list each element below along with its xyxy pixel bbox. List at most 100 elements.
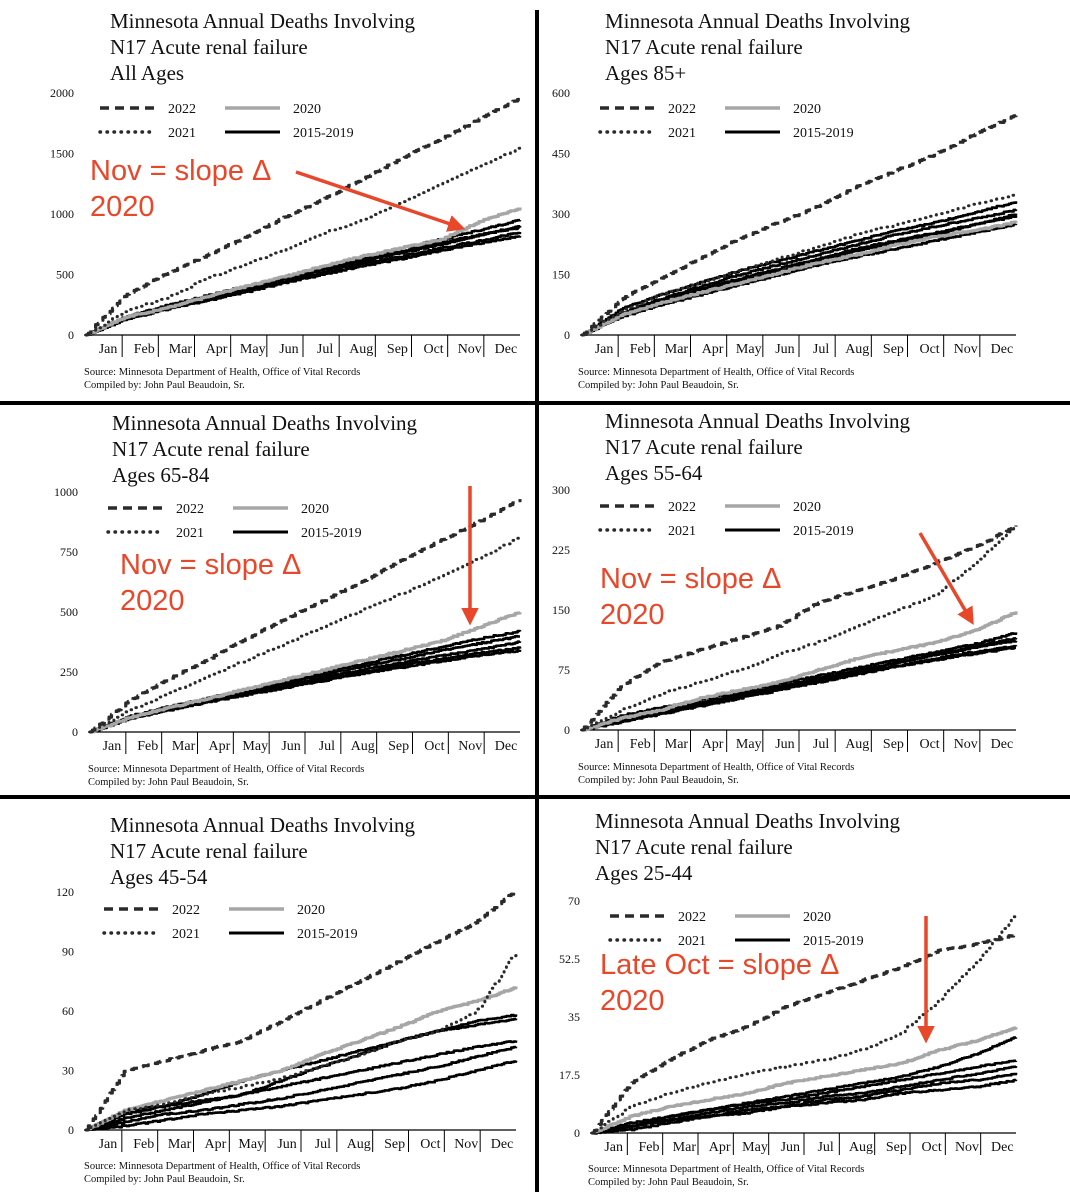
x-month-label: Dec (495, 342, 518, 357)
series-line-2018 (581, 222, 1018, 337)
x-month-label: Jun (781, 1140, 800, 1155)
series-line-2021 (580, 192, 1018, 337)
x-month-label: Mar (169, 342, 193, 357)
series-line-2020 (591, 1026, 1018, 1135)
y-tick-label: 150 (552, 603, 570, 617)
x-month-label: May (742, 1140, 768, 1155)
chart-title-line: N17 Acute renal failure (110, 35, 308, 59)
chart-title-line: Ages 65-84 (112, 463, 210, 487)
x-month-label: Aug (351, 739, 375, 754)
x-month-label: Sep (388, 739, 409, 754)
y-tick-label: 0 (68, 1123, 74, 1137)
x-month-label: May (736, 342, 762, 357)
x-month-label: Nov (954, 737, 978, 752)
source-text: Source: Minnesota Department of Health, … (84, 1161, 360, 1172)
series-line-2020 (581, 611, 1018, 732)
x-month-label: Sep (883, 737, 904, 752)
chart-title-line: Minnesota Annual Deaths Involving (605, 9, 911, 33)
legend-label: 2015-2019 (803, 934, 864, 949)
x-month-label: Jun (277, 1137, 296, 1152)
x-month-label: Sep (883, 342, 904, 357)
legend-label: 2020 (793, 500, 821, 515)
annotation-text: Late Oct = slope Δ (600, 949, 839, 981)
legend-label: 2020 (803, 910, 831, 925)
annotation-text: Nov = slope Δ (600, 563, 781, 595)
source-text: Source: Minnesota Department of Health, … (84, 367, 360, 378)
series-line-2021 (84, 145, 522, 337)
x-month-label: Oct (420, 1137, 440, 1152)
series-line-2020 (85, 207, 522, 337)
series-line-2021 (84, 950, 518, 1132)
legend-label: 2022 (172, 903, 200, 918)
series-line-2022 (85, 97, 522, 337)
series-line-2021 (88, 536, 522, 734)
x-month-label: Oct (919, 342, 939, 357)
series-line-2022 (581, 114, 1018, 337)
y-tick-label: 30 (62, 1064, 74, 1078)
annotation-text: 2020 (120, 585, 185, 617)
source-text: Compiled by: John Paul Beaudoin, Sr. (588, 1177, 749, 1188)
series-line-2019 (85, 1060, 518, 1132)
y-tick-label: 600 (552, 86, 570, 100)
legend-label: 2022 (678, 910, 706, 925)
series-line-2016 (581, 632, 1018, 732)
y-tick-label: 300 (552, 207, 570, 221)
y-tick-label: 90 (62, 945, 74, 959)
y-tick-label: 120 (56, 885, 74, 899)
legend-label: 2022 (168, 102, 196, 117)
x-month-label: Jun (775, 342, 794, 357)
legend-label: 2021 (172, 927, 200, 942)
legend-label: 2015-2019 (793, 524, 854, 539)
y-tick-label: 75 (558, 663, 570, 677)
x-month-label: Apr (205, 1137, 227, 1152)
y-tick-label: 225 (552, 543, 570, 557)
chart-title-line: Ages 55-64 (605, 461, 703, 485)
chart-title-line: N17 Acute renal failure (605, 435, 803, 459)
source-text: Source: Minnesota Department of Health, … (578, 367, 854, 378)
x-month-label: May (240, 342, 266, 357)
x-month-label: Jul (315, 1137, 331, 1152)
series-line-2018 (591, 1072, 1018, 1135)
x-month-label: Aug (347, 1137, 371, 1152)
source-text: Compiled by: John Paul Beaudoin, Sr. (578, 775, 739, 786)
x-month-label: Feb (630, 342, 651, 357)
x-month-label: Dec (491, 1137, 514, 1152)
series-line-2021 (590, 913, 1018, 1135)
series-line-2016 (591, 1059, 1018, 1135)
legend-label: 2015-2019 (793, 126, 854, 141)
x-month-label: Jan (103, 739, 122, 754)
chart-title-line: Minnesota Annual Deaths Involving (112, 411, 418, 435)
y-tick-label: 0 (564, 723, 570, 737)
annotation-text: Nov = slope Δ (120, 549, 301, 581)
x-month-label: Nov (454, 1137, 478, 1152)
annotation-text: Nov = slope Δ (90, 155, 271, 187)
source-text: Compiled by: John Paul Beaudoin, Sr. (84, 380, 245, 391)
legend-label: 2020 (293, 102, 321, 117)
series-line-2015 (581, 201, 1018, 337)
x-month-label: Jan (595, 342, 614, 357)
chart-title-line: N17 Acute renal failure (595, 835, 793, 859)
x-month-label: Mar (172, 739, 196, 754)
x-month-label: Jul (317, 342, 333, 357)
y-tick-label: 60 (62, 1004, 74, 1018)
x-month-label: Aug (845, 737, 869, 752)
x-month-label: Oct (922, 1140, 942, 1155)
annotation-text: 2020 (600, 599, 665, 631)
chart-title-line: All Ages (110, 61, 184, 85)
x-month-label: Feb (639, 1140, 660, 1155)
x-month-label: Jul (817, 1140, 833, 1155)
x-month-label: Dec (495, 739, 518, 754)
series-line-2022 (85, 890, 518, 1132)
x-month-label: Apr (702, 737, 724, 752)
x-month-label: Mar (665, 342, 689, 357)
y-tick-label: 35 (568, 1010, 580, 1024)
legend-label: 2022 (176, 502, 204, 517)
annotation-arrow (295, 170, 466, 232)
series-line-2019 (581, 644, 1018, 732)
y-tick-label: 300 (552, 483, 570, 497)
source-text: Source: Minnesota Department of Health, … (588, 1164, 864, 1175)
